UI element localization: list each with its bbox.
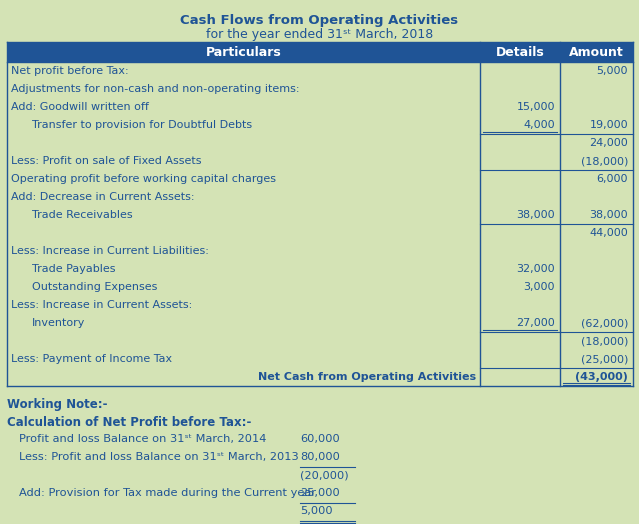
Text: Amount: Amount <box>569 46 624 59</box>
Text: (18,000): (18,000) <box>581 156 628 166</box>
Text: Transfer to provision for Doubtful Debts: Transfer to provision for Doubtful Debts <box>32 120 252 130</box>
Text: Trade Payables: Trade Payables <box>32 264 116 274</box>
Text: 25,000: 25,000 <box>300 488 340 498</box>
Text: Adjustments for non-cash and non-operating items:: Adjustments for non-cash and non-operati… <box>11 84 300 94</box>
Text: (18,000): (18,000) <box>581 336 628 346</box>
Text: Add: Decrease in Current Assets:: Add: Decrease in Current Assets: <box>11 192 194 202</box>
Text: Inventory: Inventory <box>32 318 86 328</box>
Text: 4,000: 4,000 <box>523 120 555 130</box>
Text: Add: Goodwill written off: Add: Goodwill written off <box>11 102 149 112</box>
Text: Trade Receivables: Trade Receivables <box>32 210 133 220</box>
Text: Outstanding Expenses: Outstanding Expenses <box>32 282 157 292</box>
Text: 44,000: 44,000 <box>589 228 628 238</box>
Text: 80,000: 80,000 <box>300 452 340 462</box>
Text: Details: Details <box>496 46 544 59</box>
Text: for the year ended 31ˢᵗ March, 2018: for the year ended 31ˢᵗ March, 2018 <box>206 28 433 41</box>
Text: (25,000): (25,000) <box>581 354 628 364</box>
Text: (62,000): (62,000) <box>581 318 628 328</box>
Text: 6,000: 6,000 <box>596 174 628 184</box>
Bar <box>7 42 633 62</box>
Text: Add: Provision for Tax made during the Current year: Add: Provision for Tax made during the C… <box>19 488 316 498</box>
Text: (43,000): (43,000) <box>575 372 628 382</box>
Text: 3,000: 3,000 <box>523 282 555 292</box>
Text: Less: Payment of Income Tax: Less: Payment of Income Tax <box>11 354 172 364</box>
Text: 24,000: 24,000 <box>589 138 628 148</box>
Text: Calculation of Net Profit before Tax:-: Calculation of Net Profit before Tax:- <box>7 416 251 429</box>
Text: Less: Increase in Current Assets:: Less: Increase in Current Assets: <box>11 300 192 310</box>
Text: Working Note:-: Working Note:- <box>7 398 107 411</box>
Text: Operating profit before working capital charges: Operating profit before working capital … <box>11 174 276 184</box>
Text: Less: Profit and loss Balance on 31ˢᵗ March, 2013: Less: Profit and loss Balance on 31ˢᵗ Ma… <box>19 452 299 462</box>
Text: 38,000: 38,000 <box>516 210 555 220</box>
Text: Profit and loss Balance on 31ˢᵗ March, 2014: Profit and loss Balance on 31ˢᵗ March, 2… <box>19 434 266 444</box>
Text: (20,000): (20,000) <box>300 470 349 480</box>
Text: 19,000: 19,000 <box>589 120 628 130</box>
Text: Net Cash from Operating Activities: Net Cash from Operating Activities <box>258 372 476 382</box>
Text: 27,000: 27,000 <box>516 318 555 328</box>
Text: 15,000: 15,000 <box>516 102 555 112</box>
Text: 60,000: 60,000 <box>300 434 340 444</box>
Text: Cash Flows from Operating Activities: Cash Flows from Operating Activities <box>180 14 459 27</box>
Text: 5,000: 5,000 <box>300 506 333 516</box>
Text: 32,000: 32,000 <box>516 264 555 274</box>
Text: Net profit before Tax:: Net profit before Tax: <box>11 66 128 76</box>
Text: Particulars: Particulars <box>206 46 281 59</box>
Text: 5,000: 5,000 <box>596 66 628 76</box>
Text: Less: Increase in Current Liabilities:: Less: Increase in Current Liabilities: <box>11 246 209 256</box>
Text: Less: Profit on sale of Fixed Assets: Less: Profit on sale of Fixed Assets <box>11 156 201 166</box>
Text: 38,000: 38,000 <box>589 210 628 220</box>
